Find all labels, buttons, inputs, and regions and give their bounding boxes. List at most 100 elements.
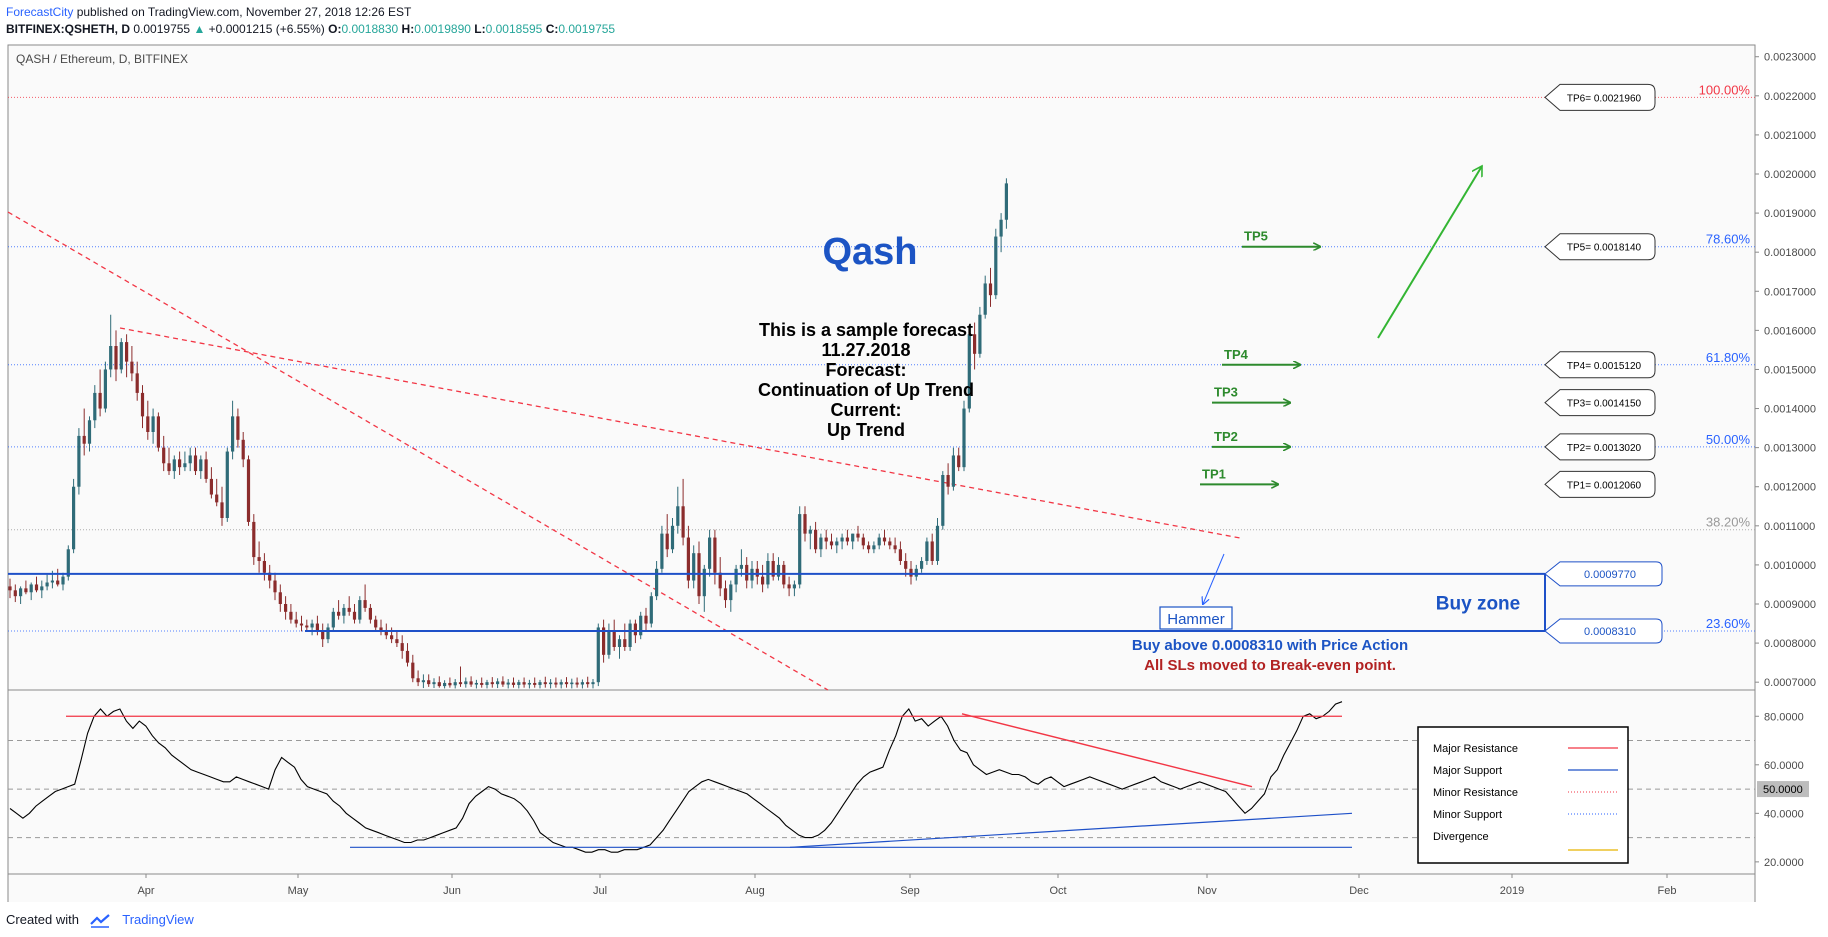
candle-body <box>596 627 600 683</box>
price-tick-label: 0.0021000 <box>1764 130 1816 142</box>
candle-body <box>925 541 929 561</box>
fib-level-label: 38.20% <box>1706 515 1751 530</box>
candle-body <box>193 455 198 472</box>
low-label: L: <box>474 22 486 36</box>
candle-body <box>405 650 410 663</box>
last-price: 0.0019755 <box>133 22 191 36</box>
close-value: 0.0019755 <box>558 22 616 36</box>
candle-body <box>819 537 823 550</box>
candle-body <box>437 682 441 687</box>
publish-line: ForecastCity published on TradingView.co… <box>6 4 615 21</box>
candle-body <box>480 682 484 685</box>
candle-body <box>877 537 881 546</box>
chart-canvas[interactable]: QASH / Ethereum, D, BITFINEX 0.00230000.… <box>0 42 1828 902</box>
time-tick-label: Jun <box>443 885 461 897</box>
candle-body <box>527 682 531 685</box>
candle-body <box>273 580 277 593</box>
chart-title: Qash <box>822 231 917 273</box>
candle-body <box>262 561 266 573</box>
candle-body <box>734 568 738 585</box>
target-callout: TP3= 0.0014150 <box>1544 389 1656 417</box>
candle-body <box>644 615 648 624</box>
fib-level-label: 100.00% <box>1699 82 1751 97</box>
price-tick-label: 0.0013000 <box>1764 443 1816 455</box>
candle-body <box>983 283 987 315</box>
candle-body <box>893 545 897 550</box>
osc-tick-label: 40.0000 <box>1764 808 1804 820</box>
candle-body <box>988 283 993 296</box>
author-link[interactable]: ForecastCity <box>6 5 74 19</box>
time-tick-label: Dec <box>1349 885 1369 897</box>
candle-body <box>840 537 844 542</box>
candle-body <box>962 408 966 468</box>
time-tick-label: Nov <box>1197 885 1217 897</box>
high-label: H: <box>401 22 415 36</box>
time-tick-label: Aug <box>745 885 765 897</box>
target-callout-label: TP3= 0.0014150 <box>1567 399 1642 410</box>
osc-tick-label: 20.0000 <box>1764 857 1804 869</box>
fib-level-label: 78.60% <box>1706 232 1751 247</box>
candle-body <box>374 619 378 628</box>
candle-body <box>225 451 229 518</box>
candle-body <box>1004 183 1008 220</box>
tp-arrow-label: TP4 <box>1224 347 1249 362</box>
candle-body <box>755 568 759 577</box>
candle-body <box>162 447 166 464</box>
oscillator <box>8 701 1755 853</box>
osc-axis: 80.0000 60.0000 40.0000 20.0000 50.0000 <box>1755 711 1809 869</box>
candle-body <box>183 463 187 468</box>
candle-body <box>358 600 362 620</box>
candle-body <box>718 572 722 589</box>
candle-body <box>702 568 706 597</box>
candle-body <box>967 334 971 409</box>
candle-body <box>257 557 261 561</box>
uptrend-arrow <box>1377 166 1483 339</box>
tp-arrow-label: TP1 <box>1202 466 1226 481</box>
candle-body <box>289 611 293 620</box>
candle-body <box>135 373 139 393</box>
price-pane-frame <box>7 44 1756 691</box>
candle-body <box>368 607 372 620</box>
candle-body <box>342 607 346 616</box>
osc-tick-label: 80.0000 <box>1764 711 1804 723</box>
osc-resistance-trendline <box>961 713 1253 788</box>
candle-body <box>792 584 796 589</box>
forecast-line-6: Up Trend <box>827 420 905 440</box>
candle-body <box>761 576 765 585</box>
candle-body <box>935 525 940 561</box>
open-value: 0.0018830 <box>341 22 399 36</box>
candle-body <box>920 561 924 569</box>
candle-body <box>914 568 918 577</box>
candle-body <box>50 580 54 583</box>
candle-body <box>188 455 192 464</box>
candle-body <box>538 682 542 685</box>
candle-body <box>517 682 521 685</box>
candle-body <box>660 533 664 569</box>
tp-arrow-label: TP3 <box>1214 385 1238 400</box>
candle-body <box>496 681 500 685</box>
candle-body <box>337 611 341 616</box>
target-callout: TP4= 0.0015120 <box>1544 351 1656 379</box>
fib-level-label: 50.00% <box>1706 432 1751 447</box>
footer: Created with TradingView <box>6 912 194 928</box>
time-tick-label: Feb <box>1658 885 1677 897</box>
candle-body <box>252 521 256 558</box>
candle-body <box>623 639 627 647</box>
candle-body <box>416 678 420 683</box>
candle-body <box>82 435 86 444</box>
candle-body <box>506 682 510 685</box>
candle-body <box>829 541 834 546</box>
tp-arrow-label: TP2 <box>1214 429 1238 444</box>
candle-body <box>310 623 314 628</box>
candle-body <box>909 568 913 577</box>
tradingview-link[interactable]: TradingView <box>122 912 194 927</box>
candle-body <box>681 506 685 538</box>
time-tick-label: Apr <box>137 885 154 897</box>
created-with-text: Created with <box>6 912 79 927</box>
candle-body <box>872 545 876 550</box>
symbol-label: BITFINEX:QSHETH, D <box>6 22 131 36</box>
candle-body <box>591 682 595 685</box>
candle-body <box>443 682 447 687</box>
zone-callout-shape <box>1544 561 1663 587</box>
candle-body <box>580 682 584 685</box>
